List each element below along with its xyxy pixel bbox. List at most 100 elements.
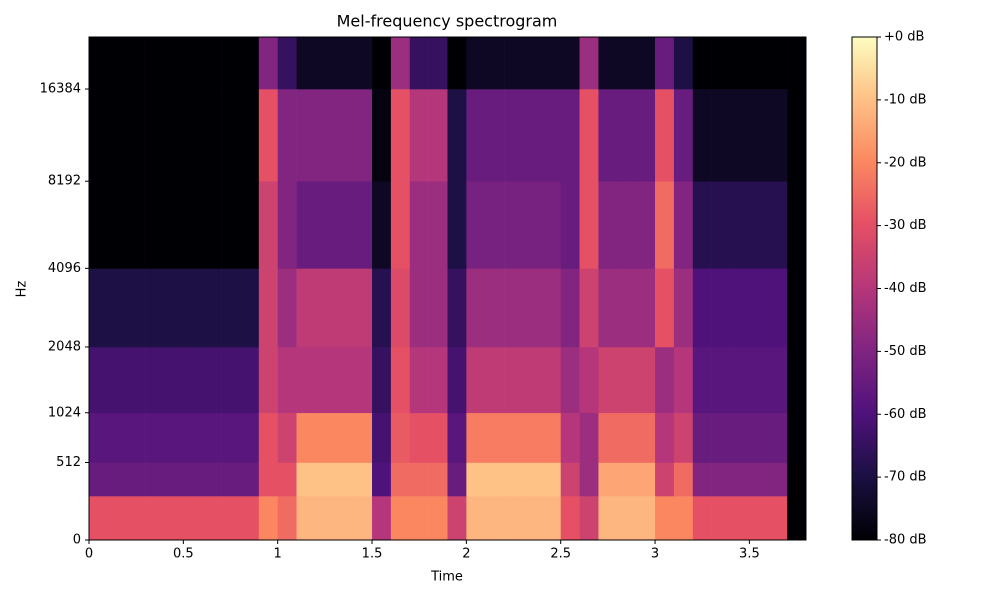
cell <box>89 346 109 414</box>
cell <box>334 496 354 541</box>
cell <box>485 37 505 90</box>
cell <box>296 89 316 182</box>
cell <box>711 462 731 497</box>
cell <box>89 37 109 90</box>
cell <box>428 37 448 90</box>
cell <box>598 181 618 269</box>
cell <box>390 37 411 90</box>
cell <box>692 89 712 182</box>
cell <box>504 181 524 269</box>
cell <box>145 412 165 463</box>
cell <box>202 37 222 90</box>
cell <box>636 181 656 269</box>
cell <box>522 268 543 348</box>
cell <box>89 412 109 463</box>
cell <box>107 346 128 414</box>
cell <box>145 346 165 414</box>
cell <box>711 181 731 269</box>
y-tick-label: 0 <box>73 533 81 548</box>
colorbar-tick-label: +0 dB <box>884 30 924 45</box>
cell <box>541 462 562 497</box>
cell <box>749 268 769 348</box>
cell <box>579 462 599 497</box>
cell <box>296 462 316 497</box>
colorbar-tick-label: -10 dB <box>884 92 927 107</box>
cell <box>447 268 467 348</box>
cell <box>541 37 562 90</box>
cell <box>239 181 260 269</box>
cell <box>730 89 750 182</box>
cell <box>334 37 354 90</box>
cell <box>334 346 354 414</box>
cell <box>787 181 807 269</box>
cell <box>768 37 788 90</box>
cell <box>598 346 618 414</box>
cell <box>277 496 297 541</box>
cell <box>673 412 694 463</box>
cell <box>107 462 128 497</box>
cell <box>617 268 637 348</box>
cell <box>560 89 580 182</box>
cell <box>277 89 297 182</box>
cell <box>372 37 392 90</box>
cell <box>560 37 580 90</box>
cell <box>522 412 543 463</box>
cell <box>617 412 637 463</box>
cell <box>107 268 128 348</box>
cell <box>466 412 486 463</box>
cell <box>334 181 354 269</box>
cell <box>221 462 241 497</box>
cell <box>598 268 618 348</box>
cell <box>315 37 335 90</box>
cell <box>749 496 769 541</box>
cell <box>107 181 128 269</box>
cell <box>673 346 694 414</box>
colorbar-tick-label: -40 dB <box>884 281 927 296</box>
cell <box>749 89 769 182</box>
cell <box>145 89 165 182</box>
cell <box>466 462 486 497</box>
cell <box>485 412 505 463</box>
x-tick-label: 1.5 <box>362 547 383 562</box>
cell <box>692 181 712 269</box>
cell <box>466 89 486 182</box>
cell <box>221 37 241 90</box>
cell <box>485 181 505 269</box>
cell <box>636 496 656 541</box>
cell <box>428 496 448 541</box>
cell <box>353 268 373 348</box>
cell <box>202 496 222 541</box>
cell <box>202 346 222 414</box>
cell <box>107 496 128 541</box>
cell <box>692 268 712 348</box>
cell <box>202 462 222 497</box>
y-tick-label: 4096 <box>48 261 81 276</box>
cell <box>485 346 505 414</box>
cell <box>560 268 580 348</box>
cell <box>372 496 392 541</box>
cell <box>636 89 656 182</box>
cell <box>447 181 467 269</box>
cell <box>730 268 750 348</box>
cell <box>541 346 562 414</box>
cell <box>655 89 675 182</box>
cell <box>787 268 807 348</box>
cell <box>787 89 807 182</box>
cell <box>504 412 524 463</box>
cell <box>466 181 486 269</box>
cell <box>617 462 637 497</box>
cell <box>522 37 543 90</box>
cell <box>749 346 769 414</box>
cell <box>221 181 241 269</box>
cell <box>183 496 203 541</box>
y-tick-label: 16384 <box>40 82 81 97</box>
cell <box>126 181 146 269</box>
cell <box>617 496 637 541</box>
cell <box>239 268 260 348</box>
cell <box>164 346 184 414</box>
cell <box>787 462 807 497</box>
cell <box>258 268 278 348</box>
cell <box>353 181 373 269</box>
cell <box>372 462 392 497</box>
cell <box>692 37 712 90</box>
